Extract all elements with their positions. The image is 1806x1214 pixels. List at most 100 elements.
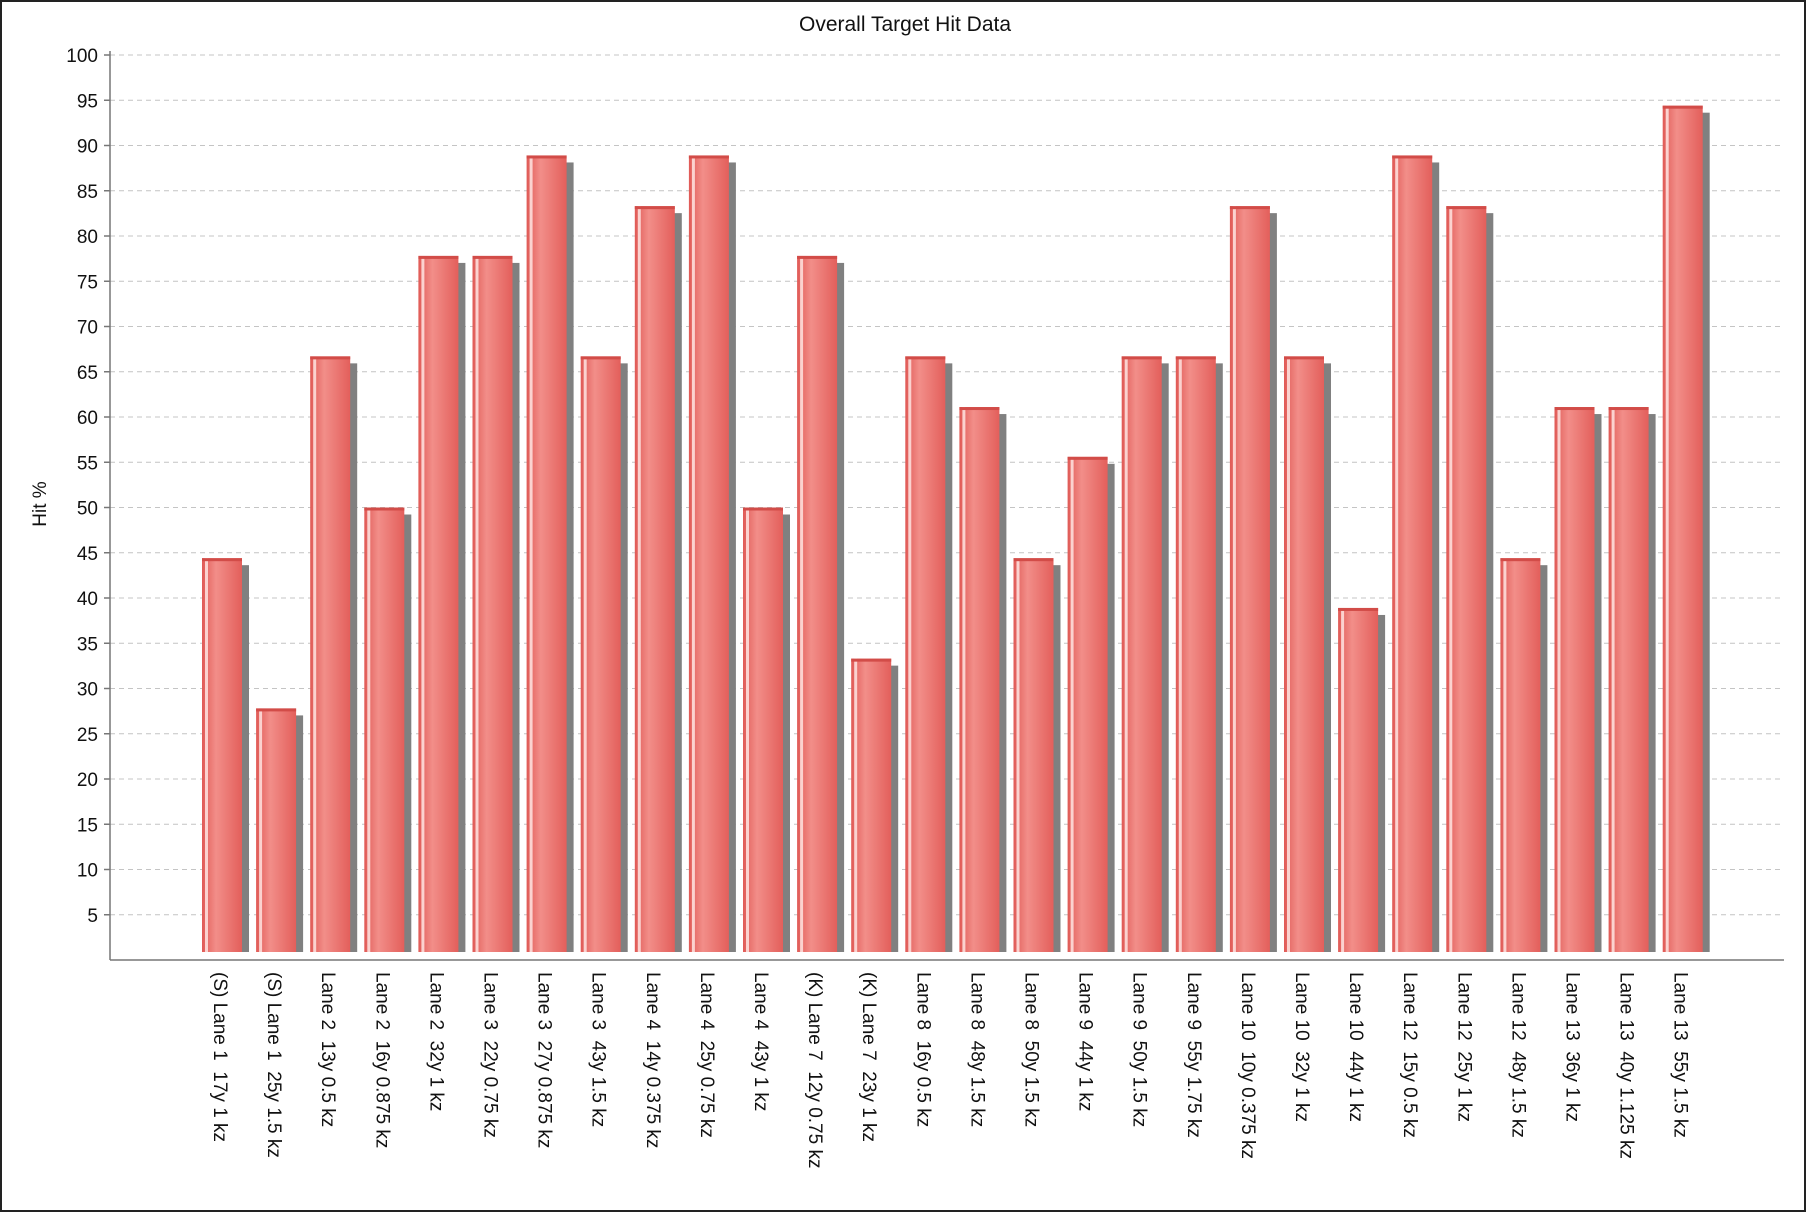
x-category-label: Lane 12 25y 1 kz: [1453, 972, 1474, 1122]
x-category-label: Lane 10 44y 1 kz: [1345, 972, 1366, 1122]
y-tick-label: 95: [77, 91, 98, 112]
bar: [1392, 155, 1433, 952]
bar: [526, 155, 567, 952]
y-axis-label: Hit %: [30, 481, 51, 527]
y-tick-label: 65: [77, 363, 98, 384]
bar-top-edge: [1608, 407, 1649, 411]
y-tick-label: 55: [77, 453, 98, 474]
x-category-label: (K) Lane 7 12y 0.75 kz: [804, 972, 825, 1168]
bars: [202, 105, 1710, 953]
y-tick-label: 75: [77, 272, 98, 293]
bar-highlight: [1449, 206, 1453, 952]
bar-highlight: [1124, 356, 1128, 952]
bar: [959, 407, 1000, 952]
y-tick-label: 85: [77, 182, 98, 203]
x-category-label: Lane 2 16y 0.875 kz: [371, 972, 392, 1148]
bar-highlight: [529, 155, 533, 952]
bar-top-edge: [1013, 558, 1054, 562]
bar-highlight: [1232, 206, 1236, 952]
bar-highlight: [637, 206, 641, 952]
x-category-label: Lane 9 50y 1.5 kz: [1129, 972, 1150, 1127]
bar-highlight: [1016, 558, 1020, 952]
x-category-label: Lane 10 10y 0.375 kz: [1237, 972, 1258, 1159]
bar: [202, 558, 242, 952]
bar: [1067, 456, 1108, 952]
y-tick-label: 50: [77, 499, 98, 520]
bar-highlight: [1557, 407, 1561, 952]
bar-top-edge: [851, 658, 892, 662]
y-tick-label: 15: [77, 815, 98, 836]
bar-highlight: [1503, 558, 1507, 952]
bar: [1338, 607, 1379, 952]
x-category-label: Lane 13 36y 1 kz: [1562, 972, 1583, 1122]
bar-top-edge: [472, 255, 513, 259]
x-category-label: Lane 3 27y 0.875 kz: [534, 972, 555, 1148]
bar: [797, 255, 838, 952]
bar: [1175, 356, 1216, 952]
x-category-label: Lane 3 22y 0.75 kz: [480, 972, 501, 1138]
bar: [1662, 105, 1703, 953]
x-category-label: (S) Lane 1 17y 1 kz: [209, 972, 230, 1142]
bar-top-edge: [959, 407, 1000, 411]
bar: [1229, 206, 1270, 952]
bar-highlight: [691, 155, 695, 952]
y-tick-label: 5: [87, 906, 98, 927]
bar: [1121, 356, 1162, 952]
bar-top-edge: [1392, 155, 1433, 159]
bar-highlight: [259, 708, 263, 952]
bar-top-edge: [1175, 356, 1216, 360]
x-category-label: Lane 8 16y 0.5 kz: [912, 972, 933, 1127]
y-tick-label: 60: [77, 408, 98, 429]
bar-top-edge: [1662, 105, 1703, 109]
x-category-label: (K) Lane 7 23y 1 kz: [858, 972, 879, 1142]
bar-top-edge: [256, 708, 297, 712]
x-category-label: Lane 13 40y 1.125 kz: [1616, 972, 1637, 1159]
y-tick-label: 40: [77, 589, 98, 610]
bar-top-edge: [1554, 407, 1595, 411]
bar-highlight: [1611, 407, 1615, 952]
y-tick-label: 35: [77, 634, 98, 655]
bar: [1284, 356, 1324, 952]
x-category-label: (S) Lane 1 25y 1.5 kz: [263, 972, 284, 1158]
bar: [310, 356, 351, 952]
x-category-label: Lane 9 55y 1.75 kz: [1183, 972, 1204, 1138]
y-tick-label: 45: [77, 544, 98, 565]
x-category-label: Lane 2 13y 0.5 kz: [317, 972, 338, 1127]
bar-highlight: [421, 255, 425, 952]
x-category-label: Lane 12 48y 1.5 kz: [1507, 972, 1528, 1138]
x-category-label: Lane 3 43y 1.5 kz: [588, 972, 609, 1127]
x-category-label: Lane 2 32y 1 kz: [425, 972, 446, 1111]
bar-top-edge: [418, 255, 459, 259]
y-tick-label: 70: [77, 318, 98, 339]
bar-top-edge: [526, 155, 567, 159]
bar: [472, 255, 513, 952]
bar: [634, 206, 675, 952]
y-tick-label: 90: [77, 137, 98, 158]
bar-highlight: [854, 658, 858, 952]
bar-highlight: [367, 507, 371, 952]
bar-highlight: [205, 558, 208, 952]
bar: [905, 356, 946, 952]
bar-top-edge: [797, 255, 838, 259]
bar: [743, 507, 783, 952]
bar-top-edge: [580, 356, 621, 360]
bar-top-edge: [905, 356, 946, 360]
bar: [688, 155, 729, 952]
x-category-label: Lane 12 15y 0.5 kz: [1399, 972, 1420, 1138]
bar: [1013, 558, 1054, 952]
bar-top-edge: [1338, 607, 1379, 611]
bar: [1446, 206, 1487, 952]
bar-top-edge: [202, 558, 242, 562]
y-tick-label: 20: [77, 770, 98, 791]
x-category-label: Lane 4 14y 0.375 kz: [642, 972, 663, 1148]
bar: [851, 658, 892, 952]
bar-top-edge: [743, 507, 783, 511]
bar: [418, 255, 459, 952]
bar-top-edge: [1446, 206, 1487, 210]
bar: [1500, 558, 1541, 952]
axes: 5 10 15 20 25 30 35 40 45 50 55 60 65 70 75 80 85 90 95 100: [66, 46, 1784, 961]
bar-highlight: [1665, 105, 1669, 953]
bar-highlight: [1341, 607, 1345, 952]
y-tick-label: 10: [77, 861, 98, 882]
